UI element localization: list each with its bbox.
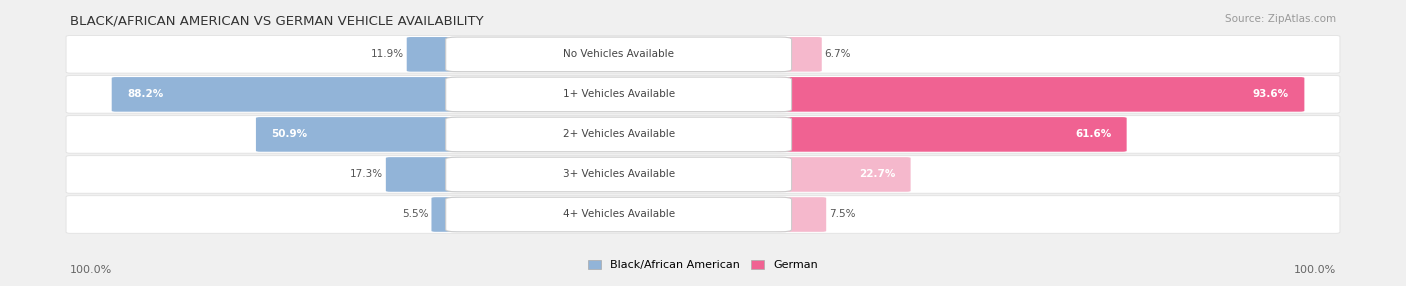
Text: 7.5%: 7.5% <box>830 210 855 219</box>
Text: 2+ Vehicles Available: 2+ Vehicles Available <box>562 130 675 139</box>
Text: 3+ Vehicles Available: 3+ Vehicles Available <box>562 170 675 179</box>
Text: 6.7%: 6.7% <box>824 49 851 59</box>
Text: 100.0%: 100.0% <box>70 265 112 275</box>
Legend: Black/African American, German: Black/African American, German <box>583 255 823 275</box>
Text: No Vehicles Available: No Vehicles Available <box>564 49 673 59</box>
Text: 50.9%: 50.9% <box>271 130 308 139</box>
Text: 100.0%: 100.0% <box>1294 265 1336 275</box>
Text: 22.7%: 22.7% <box>859 170 896 179</box>
Text: 88.2%: 88.2% <box>127 90 163 99</box>
Text: 11.9%: 11.9% <box>371 49 404 59</box>
Text: 4+ Vehicles Available: 4+ Vehicles Available <box>562 210 675 219</box>
Text: Source: ZipAtlas.com: Source: ZipAtlas.com <box>1225 14 1336 24</box>
Text: 61.6%: 61.6% <box>1076 130 1111 139</box>
Text: 1+ Vehicles Available: 1+ Vehicles Available <box>562 90 675 99</box>
Text: 5.5%: 5.5% <box>402 210 429 219</box>
Text: 17.3%: 17.3% <box>350 170 382 179</box>
Text: BLACK/AFRICAN AMERICAN VS GERMAN VEHICLE AVAILABILITY: BLACK/AFRICAN AMERICAN VS GERMAN VEHICLE… <box>70 14 484 27</box>
Text: 93.6%: 93.6% <box>1253 90 1289 99</box>
